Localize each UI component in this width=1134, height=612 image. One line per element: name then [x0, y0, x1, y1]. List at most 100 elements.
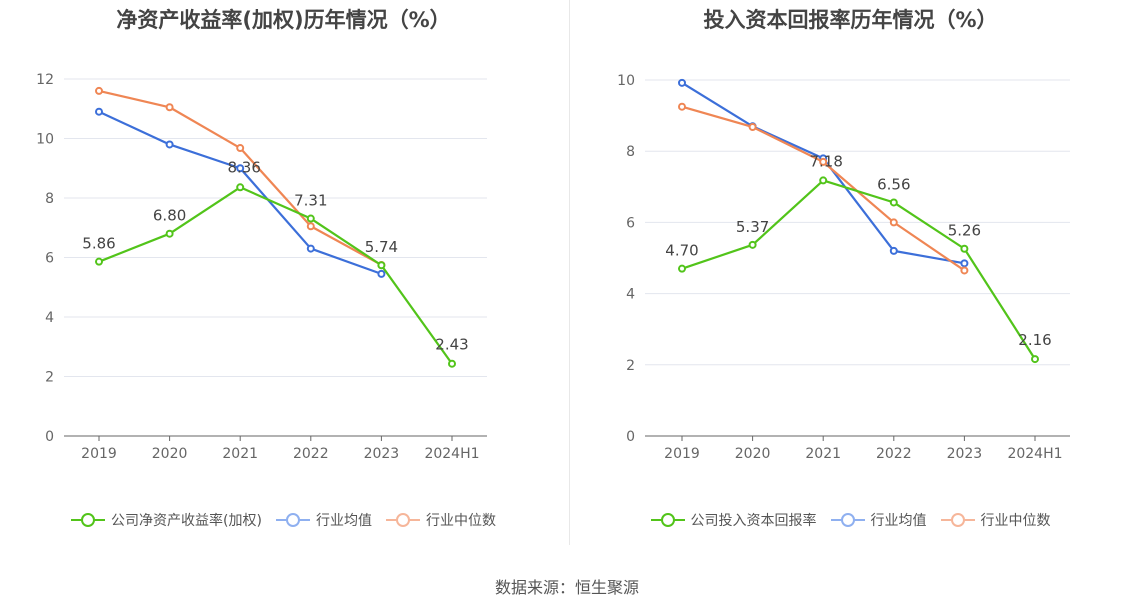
roe-series-point-0 — [306, 214, 315, 223]
roic-series-line-0 — [681, 179, 1036, 360]
legend-item-roic-median[interactable]: 行业中位数 — [940, 510, 1051, 530]
roic-y-tick-label: 8 — [626, 144, 635, 160]
legend-line-circle-icon — [275, 512, 310, 528]
roe-data-label: 6.80 — [153, 207, 186, 225]
roic-data-label: 4.70 — [665, 242, 698, 260]
roe-series-point-0 — [236, 183, 245, 192]
roic-series-line-2 — [681, 105, 966, 272]
legend-label-roe-median: 行业中位数 — [425, 513, 496, 529]
legend-item-roic-avg[interactable]: 行业均值 — [830, 510, 927, 530]
roic-series-point-1 — [889, 246, 898, 255]
roic-chart-title: 投入资本回报率历年情况（%） — [703, 8, 998, 32]
roic-series-point-1 — [960, 259, 969, 268]
roe-series-point-1 — [236, 164, 245, 173]
roe-data-label: 7.31 — [294, 192, 327, 210]
legend-line-circle-icon — [650, 512, 685, 528]
legend-line-circle-icon — [830, 512, 865, 528]
roic-series-point-1 — [678, 78, 686, 87]
legend-item-roe-median[interactable]: 行业中位数 — [385, 510, 496, 530]
roic-y-tick-label: 6 — [626, 215, 635, 231]
legend-line-circle-icon — [940, 512, 975, 528]
roic-series-point-2 — [960, 266, 969, 275]
roe-data-label: 2.43 — [435, 336, 468, 354]
roic-series-point-0 — [819, 176, 828, 185]
roe-x-tick-label: 2024H1 — [424, 446, 479, 462]
roe-y-tick-label: 0 — [45, 429, 54, 445]
roic-data-label: 2.16 — [1018, 331, 1051, 349]
roe-data-label: 5.74 — [365, 238, 398, 256]
roe-series-point-0 — [448, 359, 456, 368]
roic-x-tick-label: 2023 — [947, 446, 983, 462]
roic-y-tick-label: 2 — [626, 358, 635, 374]
legend-item-roic-company[interactable]: 公司投入资本回报率 — [650, 510, 817, 530]
roic-series-point-0 — [748, 240, 757, 249]
roe-series-line-1 — [98, 110, 382, 275]
legend-label-roe-company: 公司净资产收益率(加权) — [111, 513, 262, 529]
panel-divider — [569, 0, 570, 545]
roic-chart: 0 2 4 6 8 10 2019 2020 2021 2022 2023 2024H1 4.70 5.3… — [617, 73, 1070, 462]
roe-series-point-2 — [306, 222, 315, 231]
roic-y-tick-label: 10 — [617, 73, 635, 89]
legend-item-roe-company[interactable]: 公司净资产收益率(加权) — [71, 510, 262, 530]
roe-legend: 公司净资产收益率(加权) 行业均值 行业中位数 — [0, 510, 567, 530]
roic-data-label: 5.37 — [736, 218, 769, 236]
roic-x-tick-label: 2022 — [876, 446, 912, 462]
roic-legend: 公司投入资本回报率 行业均值 行业中位数 — [567, 510, 1134, 530]
legend-item-roe-avg[interactable]: 行业均值 — [275, 510, 372, 530]
roic-series-point-2 — [889, 218, 898, 227]
roe-y-tick-label: 6 — [45, 251, 54, 267]
roic-x-tick-label: 2021 — [805, 446, 841, 462]
roe-chart: 0 2 4 6 8 10 12 2019 2020 2021 2022 2023 2024H1 5.86 6… — [36, 72, 487, 462]
roe-series-point-2 — [95, 86, 103, 95]
roe-series-point-0 — [165, 229, 174, 238]
legend-label-roe-avg: 行业均值 — [315, 513, 372, 529]
roic-y-tick-label: 0 — [626, 429, 635, 445]
roe-series-point-0 — [95, 257, 103, 266]
roic-x-tick-label: 2024H1 — [1007, 446, 1062, 462]
data-source: 数据来源：恒生聚源 — [494, 578, 639, 597]
legend-label-roic-avg: 行业均值 — [870, 513, 927, 529]
roe-y-tick-label: 10 — [36, 132, 54, 148]
roic-series-point-2 — [819, 157, 828, 166]
roe-series-line-2 — [98, 89, 382, 266]
roic-series-point-2 — [678, 102, 686, 111]
roe-x-tick-label: 2019 — [81, 446, 117, 462]
roe-x-tick-label: 2023 — [364, 446, 400, 462]
roic-series-point-0 — [678, 264, 686, 273]
legend-line-circle-icon — [385, 512, 420, 528]
roe-data-label: 5.86 — [82, 235, 115, 253]
roe-x-tick-label: 2022 — [293, 446, 329, 462]
roic-series-point-0 — [960, 244, 969, 253]
legend-label-roic-median: 行业中位数 — [980, 513, 1051, 529]
roic-series-point-0 — [1031, 355, 1039, 364]
roe-series-point-1 — [95, 107, 103, 116]
roic-series-point-0 — [889, 198, 898, 207]
roic-data-label: 7.18 — [809, 152, 842, 170]
roe-x-tick-label: 2021 — [222, 446, 258, 462]
roe-series-point-1 — [165, 140, 174, 149]
roic-y-tick-label: 4 — [626, 287, 635, 303]
legend-line-circle-icon — [71, 512, 106, 528]
roic-data-label: 6.56 — [877, 175, 910, 193]
roic-series-point-2 — [748, 122, 757, 131]
roe-chart-title: 净资产收益率(加权)历年情况（%） — [116, 8, 451, 32]
roic-series-line-1 — [681, 81, 965, 265]
roe-series-line-0 — [98, 186, 453, 365]
roe-y-tick-label: 12 — [36, 72, 54, 88]
roe-series-point-1 — [377, 269, 386, 278]
roe-data-label: 8.36 — [227, 158, 260, 176]
roic-chart-panel: 投入资本回报率历年情况（%） 0 2 4 6 8 10 2019 2020 2021 2022 20… — [567, 0, 1134, 545]
roic-x-tick-label: 2020 — [735, 446, 771, 462]
roe-x-tick-label: 2020 — [152, 446, 188, 462]
roe-series-point-2 — [165, 103, 174, 112]
roe-y-tick-label: 8 — [45, 191, 54, 207]
roic-x-tick-label: 2019 — [664, 446, 700, 462]
legend-label-roic-company: 公司投入资本回报率 — [690, 513, 817, 529]
roe-y-tick-label: 2 — [45, 370, 54, 386]
roe-series-point-1 — [306, 244, 315, 253]
roe-series-point-2 — [236, 144, 245, 153]
roic-data-label: 5.26 — [948, 222, 981, 240]
roe-chart-panel: 净资产收益率(加权)历年情况（%） 0 2 4 6 8 10 12 2019 2020 2021 2… — [0, 0, 567, 545]
roe-y-tick-label: 4 — [45, 310, 54, 326]
roe-series-point-0 — [377, 261, 386, 270]
